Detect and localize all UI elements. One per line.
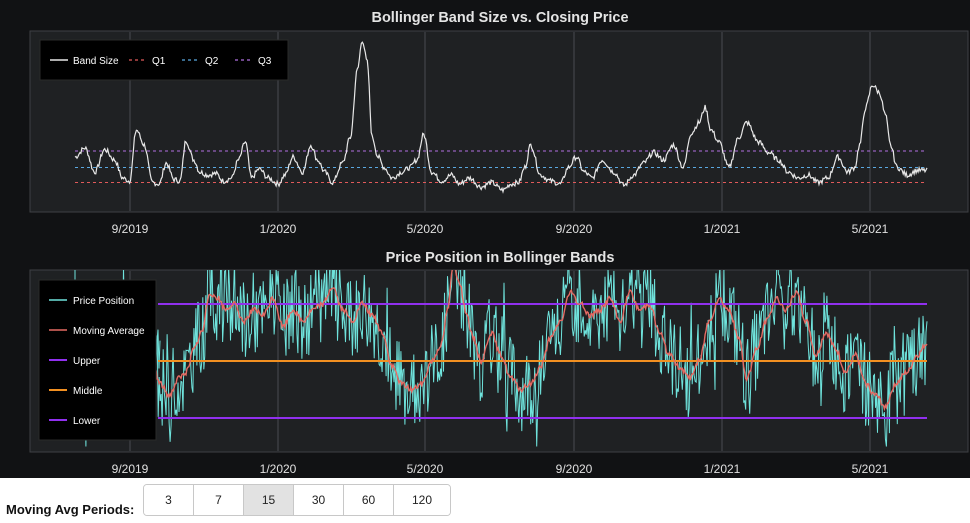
- legend-moving-average-label: Moving Average: [73, 326, 145, 337]
- legend-price-position-label: Price Position: [73, 296, 134, 307]
- period-button-15[interactable]: 15: [244, 485, 294, 515]
- chart2-x-ticks: 9/2019 1/2020 5/2020 9/2020 1/2021 5/2021: [112, 462, 889, 476]
- chart2-title: Price Position in Bollinger Bands: [386, 250, 615, 266]
- moving-avg-controls: Moving Avg Periods: 3 7 15 30 60 120: [0, 478, 970, 523]
- chart2-xtick-label: 5/2020: [407, 462, 444, 476]
- period-button-30[interactable]: 30: [294, 485, 344, 515]
- chart2-xtick-label: 9/2020: [556, 462, 593, 476]
- chart2-xtick-label: 1/2020: [260, 462, 297, 476]
- legend-q3-label: Q3: [258, 56, 272, 67]
- chart2-xtick-label: 5/2021: [852, 462, 889, 476]
- period-button-3[interactable]: 3: [144, 485, 194, 515]
- legend-lower-label: Lower: [73, 416, 101, 427]
- period-button-group: 3 7 15 30 60 120: [143, 484, 451, 516]
- chart1-legend-box: [39, 39, 289, 81]
- chart1-xtick-label: 5/2021: [852, 222, 889, 236]
- chart1-xtick-label: 5/2020: [407, 222, 444, 236]
- legend-q2-label: Q2: [205, 56, 219, 67]
- band-size-line: [74, 41, 928, 194]
- legend-q1-label: Q1: [152, 56, 166, 67]
- charts-panel: Bollinger Band Size vs. Closing Price 9/…: [0, 0, 970, 478]
- chart2-xtick-label: 9/2019: [112, 462, 149, 476]
- chart1-xtick-label: 9/2020: [556, 222, 593, 236]
- chart1-xtick-label: 1/2021: [704, 222, 741, 236]
- chart1-title: Bollinger Band Size vs. Closing Price: [371, 10, 628, 26]
- legend-upper-label: Upper: [73, 356, 101, 367]
- chart1-x-ticks: 9/2019 1/2020 5/2020 9/2020 1/2021 5/2021: [112, 222, 889, 236]
- chart1-xtick-label: 1/2020: [260, 222, 297, 236]
- moving-average-line: [74, 270, 928, 412]
- legend-middle-label: Middle: [73, 386, 103, 397]
- chart1-xtick-label: 9/2019: [112, 222, 149, 236]
- chart2-legend: Price Position Moving Average Upper Midd…: [38, 279, 157, 441]
- period-button-7[interactable]: 7: [194, 485, 244, 515]
- chart2-xtick-label: 1/2021: [704, 462, 741, 476]
- period-button-60[interactable]: 60: [344, 485, 394, 515]
- charts-canvas: Bollinger Band Size vs. Closing Price 9/…: [29, 10, 969, 476]
- legend-band-size-label: Band Size: [73, 56, 119, 67]
- period-button-120[interactable]: 120: [394, 485, 450, 515]
- chart1-legend: Band Size Q1 Q2 Q3: [39, 39, 289, 81]
- moving-avg-periods-label: Moving Avg Periods:: [6, 502, 135, 517]
